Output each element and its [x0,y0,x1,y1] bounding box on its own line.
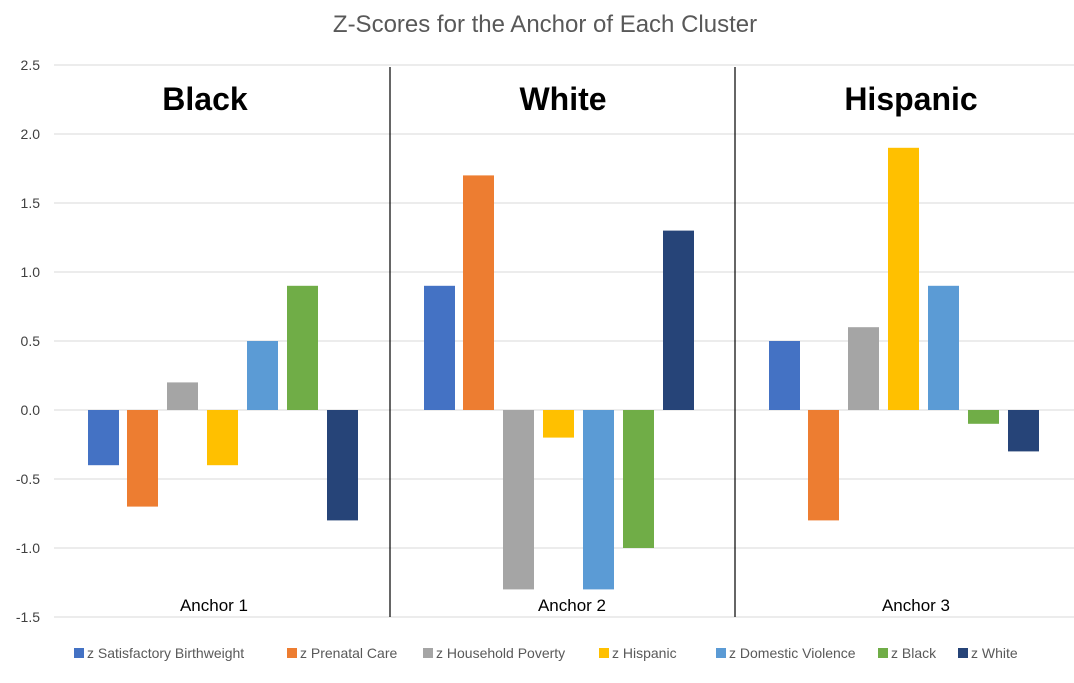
legend-label: z Prenatal Care [300,645,397,661]
legend-label: z White [971,645,1018,661]
bar [247,341,278,410]
legend-swatch [958,648,968,658]
bar [1008,410,1039,452]
y-tick-label: 0.0 [21,402,41,418]
bars [88,147,1039,590]
chart-title: Z-Scores for the Anchor of Each Cluster [333,11,757,38]
y-tick-label: 2.0 [21,126,41,142]
y-tick-label: 0.5 [21,333,41,349]
bar [769,341,800,410]
legend: z Satisfactory Birthweight z Prenatal Car… [74,645,1018,661]
group-labels: Black Anchor 1 White Anchor 2 Hispanic Anchor… [162,81,977,615]
bar [623,410,654,548]
group-label: Anchor 1 [180,596,248,615]
bar [424,285,455,410]
legend-swatch [878,648,888,658]
legend-label: z Black [891,645,937,661]
legend-swatch [599,648,609,658]
bar [583,410,614,590]
gridlines [54,64,1074,618]
group-label: Anchor 3 [882,596,950,615]
bar [287,285,318,410]
legend-label: z Satisfactory Birthweight [87,645,244,661]
legend-label: z Household Poverty [436,645,565,661]
bar [543,410,574,438]
bar [663,230,694,410]
y-tick-label: -0.5 [16,471,40,487]
y-tick-label: -1.0 [16,540,40,556]
legend-swatch [716,648,726,658]
bar [207,410,238,466]
y-tick-label: 2.5 [21,57,41,73]
y-tick-label: 1.5 [21,195,41,211]
group-heading: Hispanic [844,81,977,117]
bar [463,175,494,410]
legend-swatch [287,648,297,658]
bar [327,410,358,521]
legend-swatch [423,648,433,658]
legend-label: z Hispanic [612,645,677,661]
group-label: Anchor 2 [538,596,606,615]
bar [167,382,198,410]
bar [503,410,534,590]
bar [808,410,839,521]
y-tick-label: -1.5 [16,609,40,625]
bar [88,410,119,466]
bar [888,147,919,411]
legend-swatch [74,648,84,658]
bar [127,410,158,507]
bar [848,327,879,410]
group-separators [389,67,736,617]
group-heading: Black [162,81,248,117]
y-axis: 2.5 2.0 1.5 1.0 0.5 0.0 -0.5 -1.0 -1.5 [16,57,40,625]
legend-label: z Domestic Violence [729,645,856,661]
bar [928,285,959,410]
group-heading: White [519,81,606,117]
bar [968,410,999,424]
y-tick-label: 1.0 [21,264,41,280]
